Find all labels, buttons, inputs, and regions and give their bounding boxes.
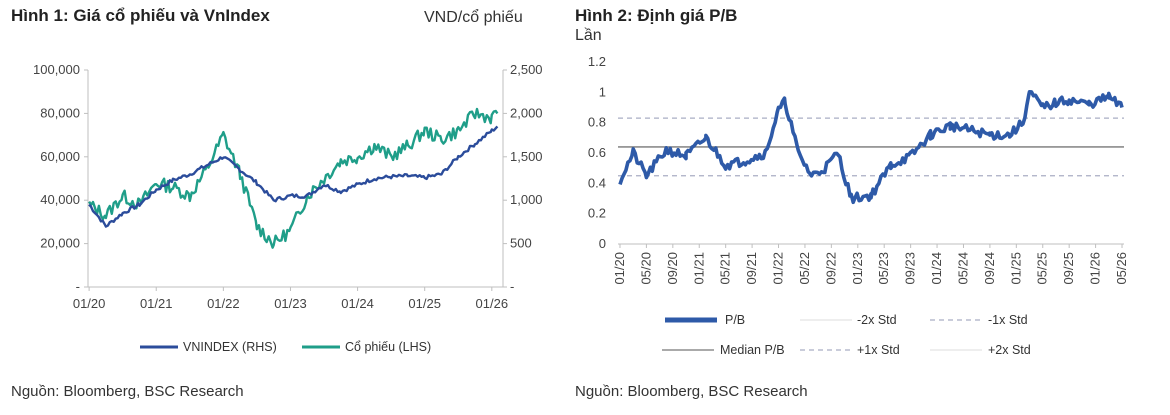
chart2-y-tick-label: 0.2 <box>588 206 606 221</box>
chart2-legend--2x-std-label: -2x Std <box>857 313 897 327</box>
chart2-x-tick-label: 01/23 <box>850 252 865 285</box>
chart2-x-tick-label: 05/23 <box>876 252 891 285</box>
chart2-x-tick-label: 05/24 <box>955 252 970 285</box>
chart2-x-tick-label: 05/20 <box>638 252 653 285</box>
chart2-x-tick-label: 09/20 <box>665 252 680 285</box>
chart2-y-tick-label: 0 <box>599 236 606 251</box>
chart2-x-tick-label: 01/21 <box>691 252 706 285</box>
chart2-x-tick-label: 09/25 <box>1061 252 1076 285</box>
chart2-x-tick-label: 05/21 <box>718 252 733 285</box>
chart2-x-tick-label: 01/25 <box>1008 252 1023 285</box>
chart2-y-tick-label: 1.2 <box>588 54 606 69</box>
chart2-x-tick-label: 09/21 <box>744 252 759 285</box>
chart2-x-tick-label: 05/25 <box>1035 252 1050 285</box>
chart2-legend--2x-std-label: +2x Std <box>988 343 1031 357</box>
chart2-legend--1x-std-label: -1x Std <box>988 313 1028 327</box>
chart2-x-tick-label: 01/26 <box>1088 252 1103 285</box>
chart2-legend-p-b-label: P/B <box>725 313 745 327</box>
chart2-x-tick-label: 01/24 <box>929 252 944 285</box>
chart2-legend--1x-std-label: +1x Std <box>857 343 900 357</box>
chart2-svg: 1.2 1 0.8 0.6 0.4 0.2 0 01/20 05/20 09/20 01/21 05/… <box>0 0 1170 380</box>
chart2-y-tick-label: 0.6 <box>588 145 606 160</box>
chart2-x-tick-label: 01/22 <box>771 252 786 285</box>
chart2-x-tick-label: 09/23 <box>903 252 918 285</box>
chart2-y-tick-label: 0.4 <box>588 175 606 190</box>
chart2-x-tick-label: 09/24 <box>982 252 997 285</box>
chart2-x-tick-label: 05/26 <box>1114 252 1129 285</box>
chart2-x-tick-label: 01/20 <box>612 252 627 285</box>
chart2-x-tick-label: 05/22 <box>797 252 812 285</box>
chart1-source: Nguồn: Bloomberg, BSC Research <box>11 383 244 400</box>
chart2-source: Nguồn: Bloomberg, BSC Research <box>575 383 808 400</box>
chart2-legend-median-p-b-label: Median P/B <box>720 343 785 357</box>
chart2-x-tick-label: 09/22 <box>823 252 838 285</box>
chart2-y-tick-label: 0.8 <box>588 115 606 130</box>
chart2-y-tick-label: 1 <box>599 84 606 99</box>
